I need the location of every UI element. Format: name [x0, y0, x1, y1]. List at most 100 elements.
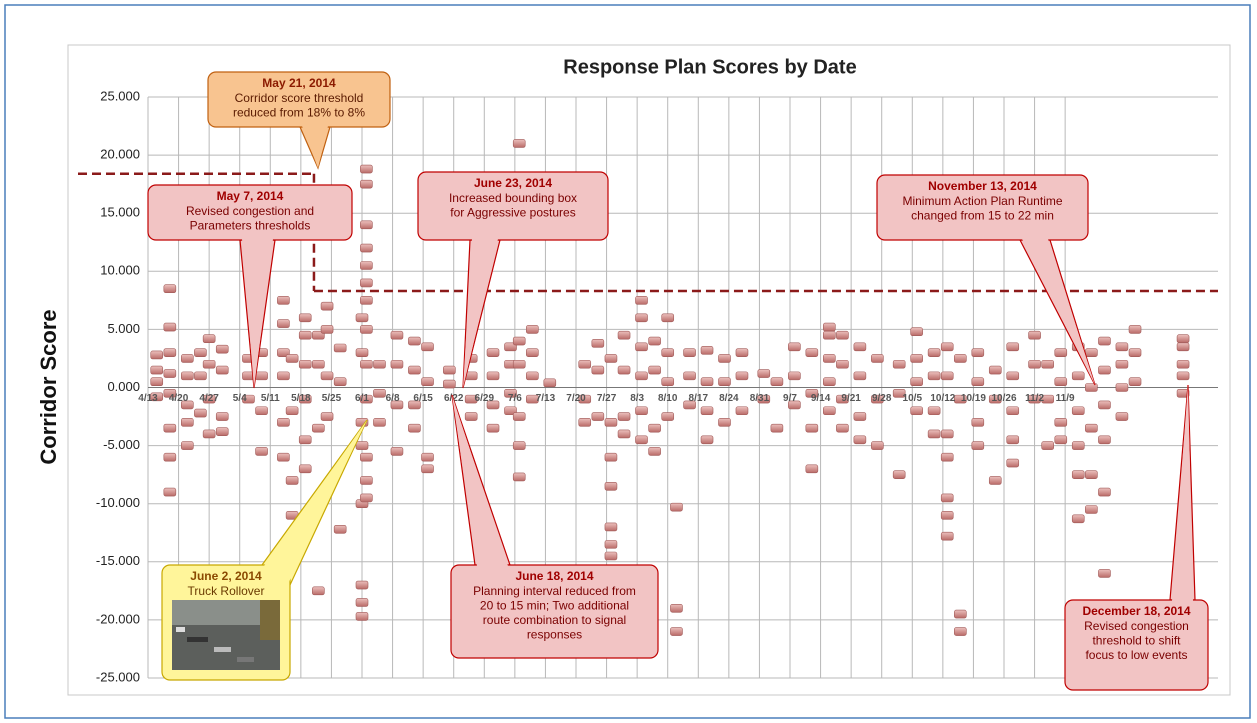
data-point: [333, 377, 347, 386]
data-point: [1041, 359, 1054, 369]
data-point: [871, 354, 884, 363]
data-point: [1176, 389, 1190, 398]
data-point: [1098, 336, 1111, 346]
data-point: [526, 348, 539, 357]
callout-text: Corridor score threshold: [235, 91, 364, 105]
x-tick-label: 7/6: [508, 393, 522, 404]
data-point: [635, 435, 648, 445]
data-point: [578, 394, 592, 404]
data-point: [1071, 470, 1085, 479]
y-axis-title: Corridor Score: [36, 309, 61, 464]
data-point: [512, 412, 526, 421]
data-point: [954, 609, 967, 619]
data-point: [1098, 365, 1111, 375]
data-point: [635, 342, 648, 352]
callout-text: Revised congestion: [1084, 619, 1189, 633]
data-point: [648, 447, 661, 456]
data-point: [242, 394, 255, 404]
data-point: [390, 447, 404, 456]
callout-text: reduced from 18% to 8%: [233, 106, 365, 120]
data-point: [163, 389, 177, 398]
data-point: [360, 278, 373, 288]
y-tick-label: 5.000: [107, 321, 140, 336]
data-point: [277, 296, 290, 305]
data-point: [360, 164, 373, 174]
data-point: [202, 429, 216, 439]
data-point: [1176, 334, 1190, 343]
data-point: [360, 325, 373, 334]
data-point: [1006, 406, 1020, 416]
data-point: [1085, 383, 1098, 392]
data-point: [215, 427, 229, 436]
x-tick-label: 11/9: [1056, 393, 1075, 404]
data-point: [805, 423, 819, 433]
data-point: [373, 418, 386, 427]
y-tick-label: -5.000: [103, 437, 140, 452]
callout-joint: [302, 126, 328, 168]
callout-joint: [264, 420, 367, 584]
data-point: [670, 502, 683, 512]
callout-text: for Aggressive postures: [450, 206, 575, 220]
callout-joint: [242, 239, 273, 388]
data-point: [1176, 371, 1190, 381]
callout-title: June 2, 2014: [190, 569, 262, 583]
x-tick-label: 10/26: [991, 393, 1016, 404]
data-point: [360, 243, 373, 253]
data-point: [360, 493, 373, 503]
data-point: [910, 327, 923, 337]
data-point: [181, 418, 194, 427]
data-point: [836, 394, 849, 404]
data-point: [661, 412, 675, 421]
y-tick-label: -25.000: [96, 669, 140, 684]
data-point: [333, 524, 347, 534]
data-point: [788, 371, 801, 381]
data-point: [788, 342, 801, 352]
data-point: [718, 418, 731, 427]
data-point: [255, 406, 268, 416]
data-point: [360, 261, 373, 270]
data-point: [181, 441, 194, 450]
data-point: [1006, 371, 1020, 381]
data-point: [215, 412, 229, 421]
data-point: [298, 359, 312, 369]
data-point: [202, 334, 216, 343]
data-point: [683, 348, 696, 357]
data-point: [1006, 342, 1020, 352]
data-point: [163, 452, 177, 462]
data-point: [940, 531, 954, 541]
y-tick-label: 25.000: [100, 88, 140, 103]
data-point: [1071, 441, 1085, 450]
data-point: [1085, 470, 1098, 479]
x-tick-label: 8/3: [630, 393, 644, 404]
callout-joint: [1172, 385, 1193, 601]
data-point: [971, 377, 985, 386]
data-point: [927, 406, 941, 416]
y-tick-label: 10.000: [100, 263, 140, 278]
data-point: [954, 394, 967, 404]
data-point: [1115, 342, 1129, 352]
data-point: [604, 522, 618, 532]
y-tick-label: 20.000: [100, 147, 140, 162]
callout-text: changed from 15 to 22 min: [911, 209, 1054, 223]
data-point: [215, 344, 229, 354]
data-point: [202, 359, 216, 369]
data-point: [163, 487, 177, 497]
y-tick-label: -20.000: [96, 611, 140, 626]
data-point: [1054, 377, 1068, 386]
data-point: [871, 441, 884, 450]
callout-text: Parameters thresholds: [190, 219, 311, 233]
y-tick-label: -10.000: [96, 495, 140, 510]
data-point: [285, 476, 299, 485]
data-point: [940, 511, 954, 520]
data-point: [604, 481, 618, 491]
data-point: [320, 325, 334, 334]
data-point: [648, 423, 661, 433]
data-point: [1098, 569, 1111, 578]
data-point: [486, 348, 500, 357]
data-point: [512, 336, 526, 346]
x-tick-label: 7/20: [566, 393, 586, 404]
data-point: [683, 400, 696, 410]
data-point: [617, 330, 631, 340]
